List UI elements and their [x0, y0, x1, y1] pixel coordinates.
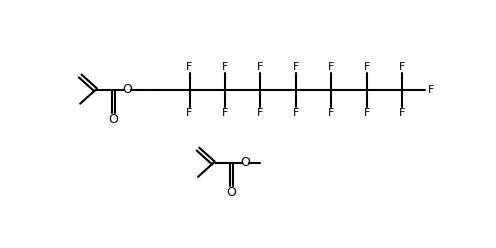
Text: F: F: [364, 62, 370, 72]
Text: F: F: [257, 108, 263, 118]
Text: F: F: [364, 108, 370, 118]
Text: O: O: [240, 156, 250, 169]
Text: F: F: [293, 62, 299, 72]
Text: F: F: [186, 62, 193, 72]
Text: O: O: [226, 186, 236, 199]
Text: F: F: [399, 108, 405, 118]
Text: O: O: [108, 113, 118, 125]
Text: O: O: [122, 83, 132, 96]
Text: F: F: [328, 62, 334, 72]
Text: F: F: [328, 108, 334, 118]
Text: F: F: [293, 108, 299, 118]
Text: F: F: [222, 62, 228, 72]
Text: F: F: [222, 108, 228, 118]
Text: F: F: [186, 108, 193, 118]
Text: F: F: [428, 85, 434, 95]
Text: F: F: [257, 62, 263, 72]
Text: F: F: [399, 62, 405, 72]
